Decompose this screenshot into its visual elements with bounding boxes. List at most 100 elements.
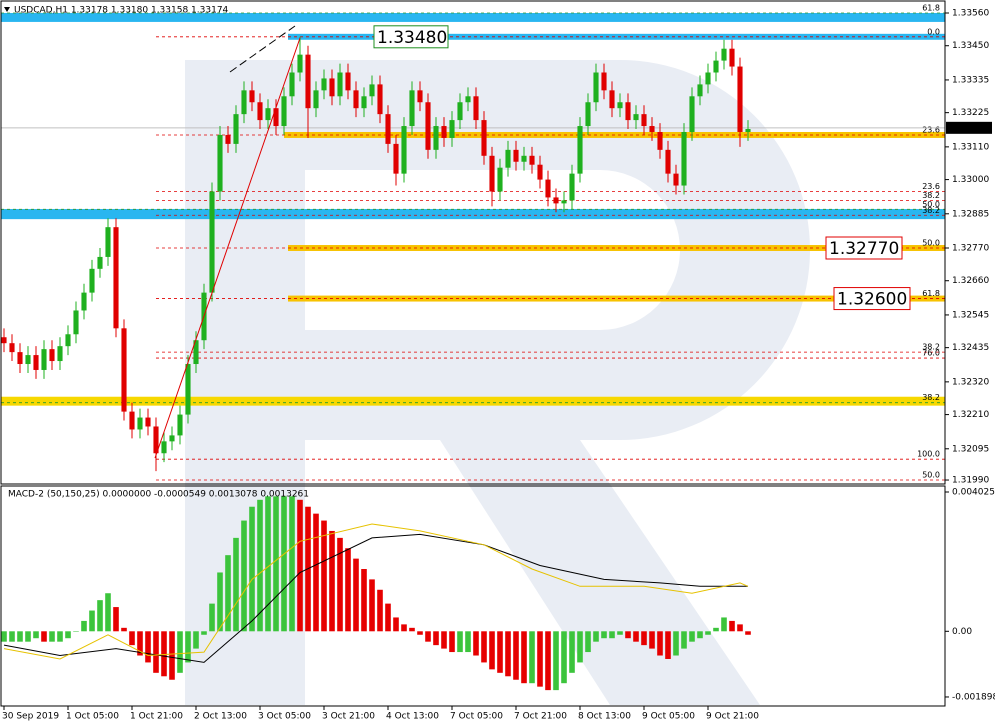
candle-body [529,155,535,165]
histogram-bar [193,631,199,649]
candle-body [377,84,383,115]
candle-body [705,72,711,85]
candle-body [745,129,751,132]
candle-body [345,72,351,91]
price-callout-label: 1.32600 [837,290,907,310]
x-tick-label: 9 Oct 21:00 [706,712,759,722]
candle-body [609,90,615,109]
y-tick-label: 1.33560 [952,9,989,19]
histogram-bar [217,572,223,632]
zone [1,396,945,406]
candle-body [25,355,31,365]
candle-body [233,114,239,144]
histogram-bar [1,631,7,642]
fib-label: 23.6 [922,182,940,191]
histogram-bar [57,631,63,642]
x-tick-label: 7 Oct 05:00 [450,712,503,722]
candle-body [177,414,183,436]
histogram-bar [249,506,255,632]
histogram-bar [385,603,391,632]
candle-body [641,114,647,127]
candle-body [497,167,503,192]
x-tick-label: 4 Oct 13:00 [386,712,439,722]
histogram-bar [201,631,207,635]
histogram-bar [657,631,663,656]
symbol-header: USDCAD,H1 1.33178 1.33180 1.33158 1.3317… [14,6,229,16]
histogram-bar [649,631,655,649]
trend-line [154,37,301,459]
histogram-bar [137,631,143,656]
zone [288,245,945,251]
candle-body [273,108,279,127]
histogram-bar [49,631,55,642]
candle-body [329,78,335,97]
histogram-bar [161,631,167,677]
candle-body [153,426,159,454]
candle-body [89,268,95,293]
x-tick-label: 7 Oct 21:00 [514,712,567,722]
histogram-bar [521,631,527,684]
histogram-bar [169,631,175,680]
histogram-bar [537,631,543,687]
candle-body [545,179,551,198]
macd-line [3,533,748,663]
candle-body [625,102,631,121]
fib-label: 23.6 [922,125,940,134]
menu-triangle [4,7,10,12]
candle-body [681,131,687,186]
histogram-bar [185,631,191,663]
zone [1,209,945,220]
histogram-bar [641,631,647,646]
candle-body [425,102,431,150]
histogram-bar [729,620,735,632]
histogram-bar [457,631,463,653]
channel-line [229,25,296,73]
fib-label: 38.2 [922,393,940,402]
candle-body [321,78,327,91]
candle-body [281,96,287,127]
candle-body [457,102,463,121]
histogram-bar [17,631,23,642]
x-tick-label: 1 Oct 05:00 [66,712,119,722]
histogram-bar [737,624,743,632]
histogram-bar [449,631,455,653]
x-tick-label: 1 Oct 21:00 [130,712,183,722]
y-tick-label: 1.32885 [952,209,989,219]
candle-body [225,134,231,144]
y-tick-label: 1.31990 [952,476,989,486]
candle-body [305,54,311,109]
candle-body [17,352,23,365]
fib-label: 38.2 [922,206,940,215]
candle-body [65,334,71,347]
candle-body [417,90,423,103]
histogram-bar [225,555,231,632]
fib-label: 50.0 [922,200,940,209]
candle-body [689,96,695,132]
macd-header: MACD-2 (50,150,25) 0.0000000 -0.0000549 … [8,490,309,500]
candle-body [673,173,679,186]
candle-body [601,72,607,91]
candle-body [505,149,511,168]
histogram-bar [97,600,103,632]
histogram-bar [25,631,31,642]
histogram-bar [585,631,591,653]
histogram-bar [713,627,719,632]
candle-body [633,114,639,121]
candle-body [241,90,247,115]
histogram-bar [545,631,551,691]
x-tick-label: 3 Oct 05:00 [258,712,311,722]
candle-body [297,54,303,73]
candle-body [57,346,63,362]
y-tick-label: -0.001898 [952,692,995,702]
candle-body [409,90,415,127]
histogram-bar [361,569,367,632]
histogram-bar [241,520,247,632]
histogram-bar [609,631,615,639]
histogram-bar [257,499,263,632]
histogram-bar [673,631,679,656]
candle-body [145,417,151,427]
candle-body [729,48,735,67]
candle-body [105,227,111,257]
